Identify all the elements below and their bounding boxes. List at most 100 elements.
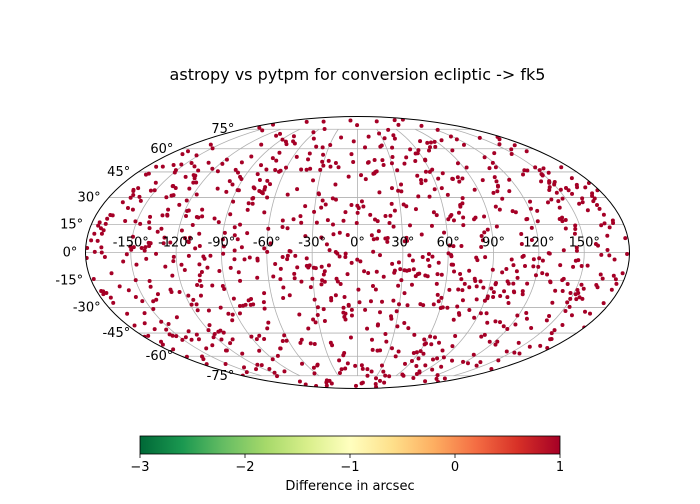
data-point bbox=[323, 202, 328, 207]
data-point bbox=[151, 299, 156, 304]
data-point bbox=[205, 265, 210, 270]
data-point bbox=[540, 173, 545, 178]
data-point bbox=[354, 221, 359, 226]
data-point bbox=[537, 168, 542, 173]
data-point bbox=[403, 361, 407, 366]
data-point bbox=[270, 156, 275, 161]
data-point bbox=[308, 341, 313, 346]
data-point bbox=[236, 270, 241, 275]
data-point bbox=[346, 302, 351, 307]
data-point bbox=[457, 179, 462, 184]
data-point bbox=[375, 348, 380, 353]
data-point bbox=[99, 250, 104, 255]
data-point bbox=[179, 162, 184, 167]
data-point bbox=[219, 337, 224, 342]
data-point bbox=[143, 245, 148, 250]
data-point bbox=[326, 263, 331, 268]
data-point bbox=[192, 164, 197, 169]
colorbar-tick-label: −3 bbox=[130, 460, 149, 475]
data-point bbox=[423, 363, 428, 368]
data-point bbox=[421, 351, 426, 356]
data-point bbox=[187, 186, 192, 191]
data-point bbox=[575, 288, 580, 293]
data-point bbox=[404, 155, 409, 160]
data-point bbox=[579, 282, 584, 287]
data-point bbox=[180, 152, 185, 157]
data-point bbox=[398, 267, 403, 272]
data-point bbox=[348, 335, 353, 340]
data-point bbox=[435, 272, 440, 277]
data-point bbox=[299, 167, 304, 172]
data-point bbox=[128, 244, 133, 249]
data-point bbox=[432, 335, 437, 340]
data-point bbox=[389, 346, 394, 351]
longitude-gridline bbox=[453, 128, 585, 377]
data-point bbox=[146, 171, 151, 176]
data-point bbox=[380, 299, 385, 304]
data-point bbox=[407, 253, 412, 258]
data-point bbox=[612, 257, 617, 262]
data-point bbox=[520, 292, 525, 297]
data-point bbox=[436, 176, 441, 181]
data-point bbox=[129, 247, 134, 252]
data-point bbox=[567, 304, 572, 309]
data-point bbox=[423, 178, 428, 183]
data-point bbox=[607, 253, 612, 258]
data-point bbox=[434, 213, 439, 218]
data-point bbox=[273, 262, 278, 267]
data-point bbox=[239, 245, 244, 250]
data-point bbox=[413, 207, 418, 212]
data-point bbox=[210, 343, 215, 348]
data-point bbox=[159, 339, 164, 344]
data-point bbox=[162, 235, 167, 240]
data-point bbox=[366, 270, 371, 275]
data-point bbox=[445, 305, 450, 310]
data-point bbox=[401, 373, 406, 378]
data-point bbox=[461, 215, 466, 220]
data-point bbox=[349, 202, 354, 207]
data-point bbox=[457, 312, 462, 317]
data-point bbox=[224, 157, 229, 162]
data-point bbox=[250, 201, 255, 206]
data-point bbox=[374, 269, 379, 274]
data-point bbox=[515, 313, 520, 318]
longitude-tick-label: 90° bbox=[482, 236, 505, 251]
data-point bbox=[599, 223, 604, 228]
latitude-tick-label: -75° bbox=[207, 369, 235, 384]
graticule bbox=[85, 128, 630, 377]
data-point bbox=[194, 302, 199, 307]
data-point bbox=[485, 296, 490, 301]
longitude-tick-label: -150° bbox=[113, 236, 149, 251]
data-point bbox=[368, 212, 373, 217]
data-point bbox=[268, 241, 273, 246]
data-point bbox=[365, 373, 370, 378]
data-point bbox=[525, 217, 530, 222]
data-point bbox=[92, 231, 97, 236]
data-point bbox=[190, 222, 195, 227]
data-point bbox=[489, 286, 494, 291]
data-point bbox=[314, 220, 319, 225]
data-point bbox=[108, 212, 113, 217]
data-point bbox=[493, 342, 498, 347]
data-point bbox=[278, 266, 283, 271]
data-point bbox=[429, 223, 434, 228]
data-point bbox=[571, 264, 576, 269]
data-point bbox=[299, 279, 304, 284]
data-point bbox=[471, 352, 476, 357]
data-point bbox=[390, 154, 395, 159]
data-point bbox=[460, 196, 465, 201]
data-point bbox=[351, 139, 356, 144]
colorbar-tick-label: 1 bbox=[556, 460, 564, 475]
data-point bbox=[505, 326, 510, 331]
data-point bbox=[588, 311, 593, 316]
data-point bbox=[161, 241, 166, 246]
data-point bbox=[160, 213, 165, 218]
data-point bbox=[360, 366, 365, 371]
data-point bbox=[321, 163, 326, 168]
data-point bbox=[439, 272, 444, 277]
data-point bbox=[427, 148, 432, 153]
data-point bbox=[236, 188, 241, 193]
data-point bbox=[242, 365, 246, 370]
data-point bbox=[387, 220, 392, 225]
data-point bbox=[313, 320, 318, 325]
